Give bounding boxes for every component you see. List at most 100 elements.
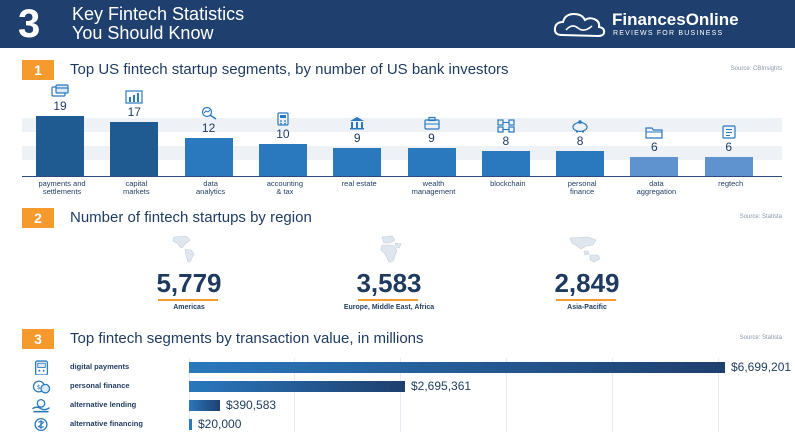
section-2-number: 2 bbox=[22, 208, 54, 228]
bar bbox=[189, 400, 220, 411]
bar-value-label: 17 bbox=[127, 105, 141, 119]
category-label-line: capital bbox=[125, 179, 148, 188]
category-label: data aggregation bbox=[620, 180, 692, 196]
bar-column: 10 accounting & tax bbox=[258, 82, 333, 200]
gridline bbox=[718, 358, 719, 432]
bar bbox=[333, 148, 382, 176]
region-underline bbox=[556, 299, 616, 301]
chart-icon bbox=[125, 90, 143, 104]
bar bbox=[556, 151, 605, 176]
bar bbox=[407, 148, 456, 176]
bar bbox=[258, 144, 307, 176]
americas-map-icon bbox=[172, 235, 195, 263]
region-label: Americas bbox=[173, 304, 205, 311]
bar bbox=[630, 157, 679, 176]
asia-pacific-map-icon bbox=[569, 236, 601, 263]
category-label-line: real estate bbox=[341, 179, 377, 188]
bar-value-label: $2,695,361 bbox=[411, 379, 472, 393]
folder-icon bbox=[645, 127, 663, 139]
category-label: wealth management bbox=[398, 180, 470, 196]
bar-value-label: 9 bbox=[353, 131, 361, 145]
cloud-logo-icon bbox=[553, 12, 606, 38]
document-icon bbox=[722, 125, 736, 139]
bar bbox=[481, 151, 530, 176]
payment-terminal-icon bbox=[35, 360, 49, 375]
payments-icon bbox=[51, 84, 69, 97]
gridline bbox=[612, 358, 613, 432]
category-label: digital payments bbox=[70, 362, 130, 371]
analytics-icon bbox=[201, 106, 217, 120]
bar-value-label: 8 bbox=[502, 134, 510, 148]
brand-name: FinancesOnline bbox=[612, 10, 739, 29]
section-2-source: Source: Statista bbox=[739, 214, 782, 220]
header-number: 3 bbox=[18, 2, 41, 46]
bar-column: 9 real estate bbox=[333, 82, 407, 200]
bar-value-label: 10 bbox=[276, 127, 290, 141]
bar-value-label: 19 bbox=[53, 99, 67, 113]
header-title-line2: You Should Know bbox=[72, 23, 214, 43]
bar-column: 9 wealth management bbox=[407, 82, 482, 200]
bar-column: 8 personal finance bbox=[556, 82, 630, 200]
region-value: 3,583 bbox=[356, 268, 422, 298]
bar-row: alternative lending $390,583 bbox=[22, 396, 782, 414]
building-icon bbox=[350, 117, 365, 130]
coins-icon: $ bbox=[32, 380, 51, 394]
bar bbox=[189, 381, 405, 392]
bar-row: $ personal finance $2,695,361 bbox=[22, 377, 782, 395]
category-label-line: settlements bbox=[42, 187, 82, 196]
bar bbox=[110, 122, 159, 176]
svg-text:$: $ bbox=[37, 383, 41, 391]
header-title-line1: Key Fintech Statistics bbox=[72, 4, 245, 24]
calculator-icon bbox=[277, 112, 289, 126]
bar-value-label: 6 bbox=[651, 140, 658, 154]
category-label: regtech bbox=[695, 180, 767, 188]
category-label: accounting & tax bbox=[249, 180, 321, 196]
category-label: capital markets bbox=[100, 180, 172, 196]
category-label-line: data bbox=[203, 179, 218, 188]
bar-value-label: 6 bbox=[725, 140, 733, 154]
emea-map-icon bbox=[380, 235, 402, 263]
section-2-heading: 2 Number of fintech startups by region S… bbox=[22, 208, 782, 228]
brand-tagline: REVIEWS FOR BUSINESS bbox=[613, 30, 724, 37]
region-emea: 3,583 Europe, Middle East, Africa bbox=[302, 232, 502, 312]
transaction-value-bar-chart: digital payments $6,699,201 $ personal fina… bbox=[22, 358, 791, 436]
blockchain-icon bbox=[497, 119, 515, 133]
bar-column: 17 capital markets bbox=[110, 82, 184, 200]
category-label-line: wealth bbox=[422, 179, 445, 188]
gridline bbox=[400, 358, 401, 432]
category-label-line: accounting bbox=[266, 179, 304, 188]
category-label: data analytics bbox=[175, 180, 247, 196]
bar-value-label: $6,699,201 bbox=[731, 360, 792, 374]
section-3-heading: 3 Top fintech segments by transaction va… bbox=[22, 329, 782, 349]
category-label: personal finance bbox=[70, 381, 130, 390]
chart-band bbox=[22, 118, 782, 132]
category-label: payments and settlements bbox=[26, 180, 98, 196]
category-label-line: data bbox=[649, 179, 664, 188]
category-label: real estate bbox=[323, 180, 395, 188]
category-label-line: markets bbox=[122, 187, 150, 196]
region-label: Asia-Pacific bbox=[567, 304, 607, 311]
category-label-line: blockchain bbox=[490, 179, 526, 188]
bar-value-label: $20,000 bbox=[198, 417, 242, 431]
category-label: alternative lending bbox=[70, 400, 137, 409]
briefcase-icon bbox=[423, 116, 440, 130]
region-underline bbox=[358, 299, 418, 301]
bar-value-label: 9 bbox=[428, 131, 435, 145]
bar bbox=[189, 419, 192, 430]
brand-logo[interactable]: FinancesOnline REVIEWS FOR BUSINESS bbox=[552, 9, 782, 39]
region-underline bbox=[158, 299, 218, 301]
bar-column: 6 data aggregation bbox=[630, 82, 704, 200]
header-banner: 3 Key Fintech Statistics You Should Know… bbox=[0, 0, 795, 48]
bar-column: 19 payments and settlements bbox=[36, 82, 110, 200]
bar-column: 6 regtech bbox=[704, 82, 779, 200]
category-label-line: personal bbox=[567, 179, 597, 188]
category-label-line: regtech bbox=[718, 179, 744, 188]
bar bbox=[189, 362, 725, 373]
region-value: 2,849 bbox=[554, 268, 620, 298]
bar bbox=[704, 157, 753, 176]
category-label-line: & tax bbox=[276, 187, 294, 196]
bar-column: 8 blockchain bbox=[481, 82, 556, 200]
bar bbox=[184, 138, 233, 176]
section-1-title: Top US fintech startup segments, by numb… bbox=[70, 61, 509, 78]
